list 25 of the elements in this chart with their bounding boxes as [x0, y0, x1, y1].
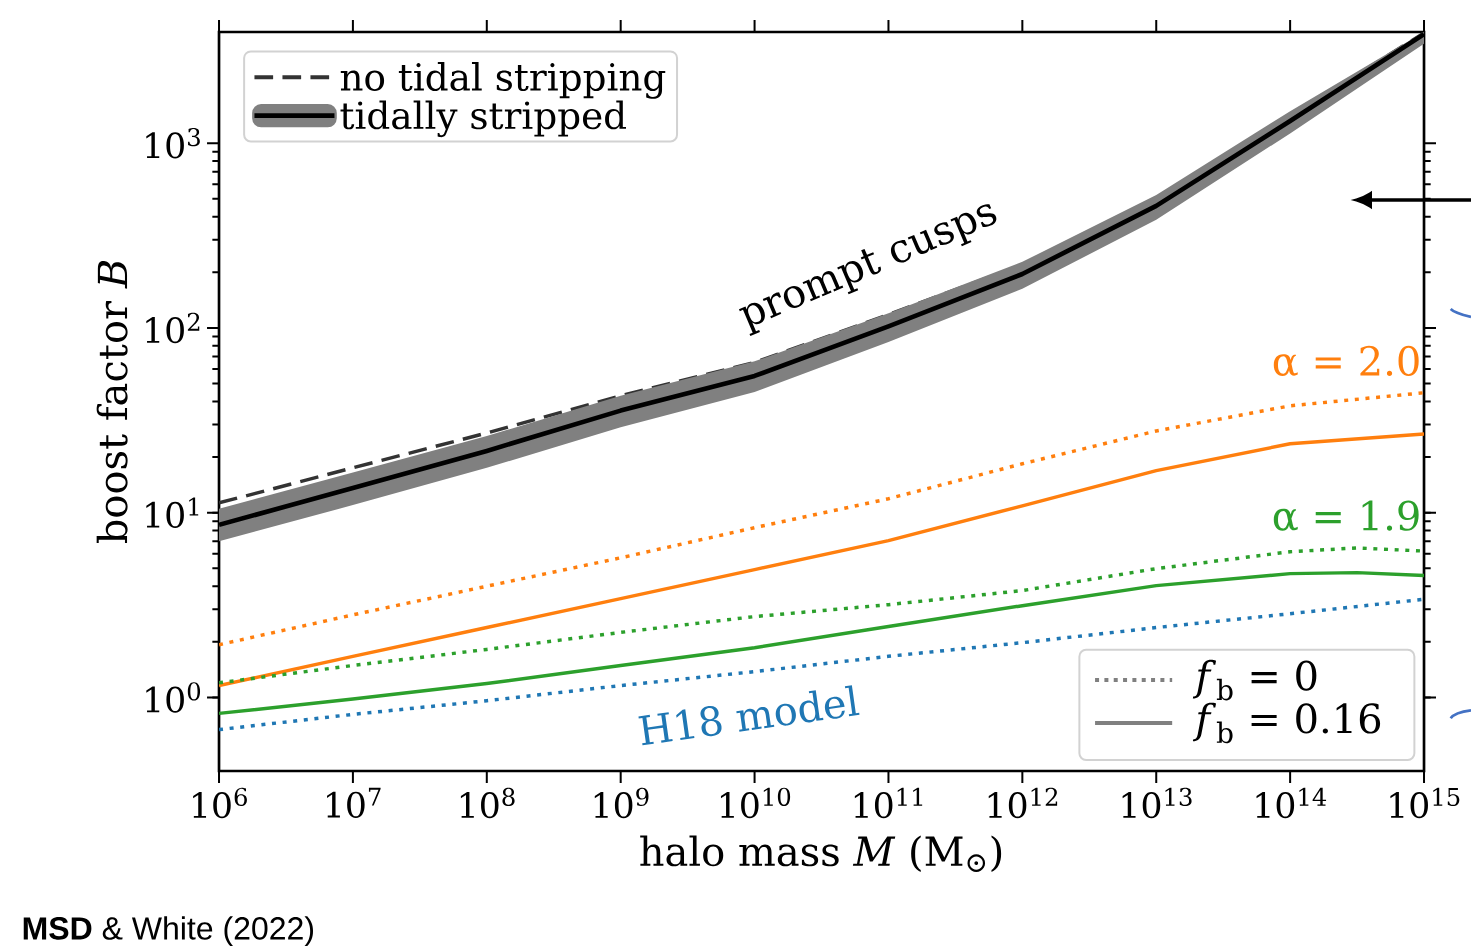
annotation: H18 model [638, 685, 860, 746]
y-tick-label: 10$^{2}$ [146, 312, 200, 344]
x-tick-label: 10$^{8}$ [460, 787, 515, 819]
y-tick-label: 10$^{0}$ [146, 682, 201, 713]
line-series [219, 391, 1425, 647]
x-tick-label: 10$^{14}$ [1256, 787, 1327, 819]
x-tick-label: 10$^{11}$ [854, 787, 923, 819]
x-tick-label: 10$^{6}$ [193, 787, 247, 819]
annotation: α = 2.0 [1273, 345, 1419, 377]
text: MSD & White (2022) [23, 916, 313, 947]
y-tick-label: 10$^{1}$ [146, 497, 199, 528]
y-axis-title: boost factor B [96, 260, 128, 544]
annotation: f$_{b}$ = 0 [1192, 659, 1317, 701]
x-tick-label: 10$^{7}$ [327, 787, 381, 818]
legend-label: tidally stripped [340, 100, 626, 138]
x-tick-label: 10$^{9}$ [594, 787, 649, 819]
y-tick-label: 10$^{3}$ [146, 127, 200, 159]
x-tick-label: 10$^{12}$ [988, 787, 1058, 819]
annotation: f$_{b}$ = 0.16 [1192, 702, 1381, 744]
x-tick-label: 10$^{13}$ [1122, 787, 1192, 819]
annotation: α = 1.9 [1273, 500, 1419, 531]
legend-label: no tidal stripping [340, 62, 666, 99]
x-axis-title: halo mass M (M$_{⊙}$) [640, 835, 1002, 873]
x-tick-label: 10$^{15}$ [1390, 787, 1460, 819]
x-tick-label: 10$^{10}$ [720, 787, 791, 819]
